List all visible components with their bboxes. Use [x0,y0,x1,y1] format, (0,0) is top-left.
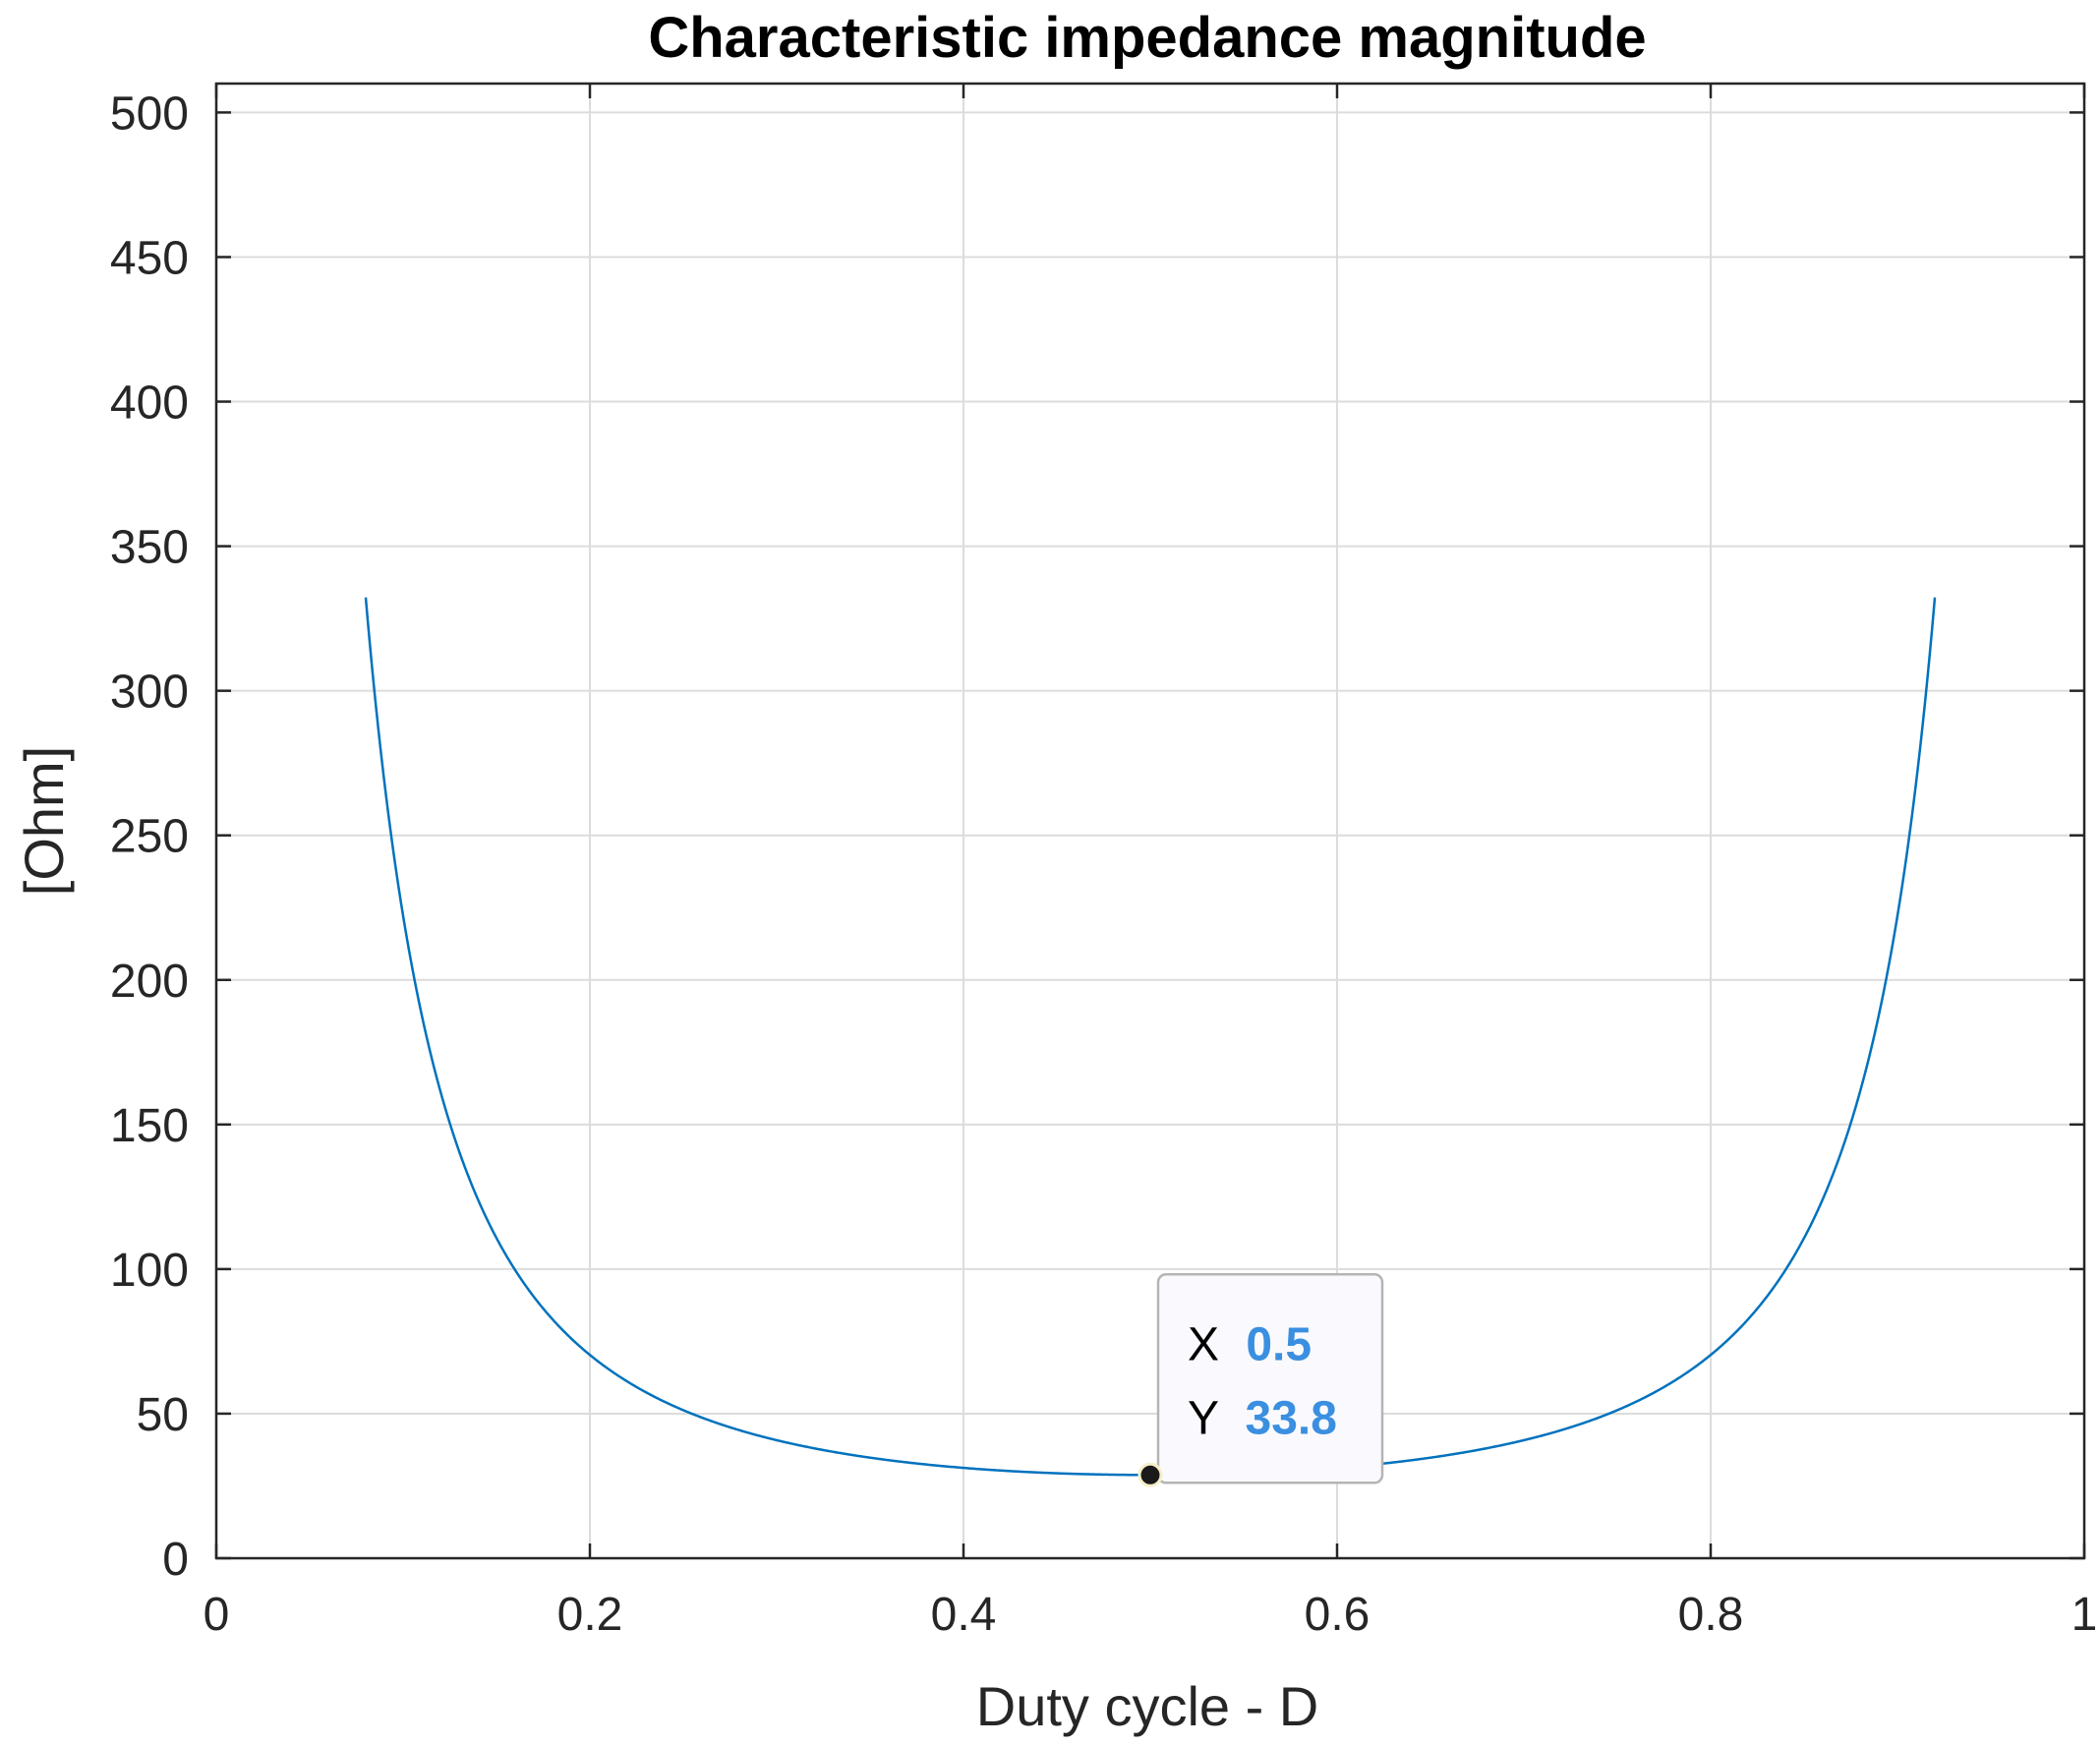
y-tick-label: 400 [110,378,189,430]
y-tick-label: 150 [110,1100,189,1152]
x-tick-label: 0.2 [557,1589,623,1641]
y-tick-label: 200 [110,956,189,1008]
y-tick-label: 350 [110,522,189,574]
y-tick-label: 450 [110,232,189,284]
datatip-x-row: X 0.5 [1188,1318,1312,1370]
grid [216,84,2084,1558]
x-tick-labels: 0 0.2 0.4 0.6 0.8 1 [204,1589,2098,1641]
datatip-y-row: Y 33.8 [1188,1392,1337,1444]
y-tick-label: 500 [110,87,189,140]
y-tick-labels: 0 50 100 150 200 250 300 350 400 450 500 [110,87,189,1586]
x-tick-label: 0 [204,1589,230,1641]
datatip[interactable]: X 0.5 Y 33.8 [1138,1273,1384,1487]
datatip-x-label: X [1188,1318,1219,1370]
x-tick-label: 0.6 [1305,1589,1371,1641]
datatip-x-value: 0.5 [1246,1318,1312,1370]
x-tick-label: 0.4 [931,1589,997,1641]
x-tick-label: 1 [2071,1589,2098,1641]
y-tick-label: 100 [110,1245,189,1297]
y-tick-label: 300 [110,667,189,719]
datatip-y-label: Y [1188,1392,1218,1444]
y-tick-label: 0 [162,1534,189,1586]
datatip-box [1156,1273,1384,1484]
y-axis-label: [Ohm] [13,746,75,896]
datatip-y-value: 33.8 [1246,1392,1337,1444]
y-tick-label: 250 [110,811,189,863]
y-tick-label: 50 [137,1389,189,1441]
axes-box [214,82,2086,1560]
x-axis-label: Duty cycle - D [976,1675,1319,1737]
datatip-marker[interactable] [1138,1462,1163,1487]
x-tick-label: 0.8 [1678,1589,1744,1641]
chart-title: Characteristic impedance magnitude [648,6,1646,70]
axis-ticks [214,84,2086,1560]
